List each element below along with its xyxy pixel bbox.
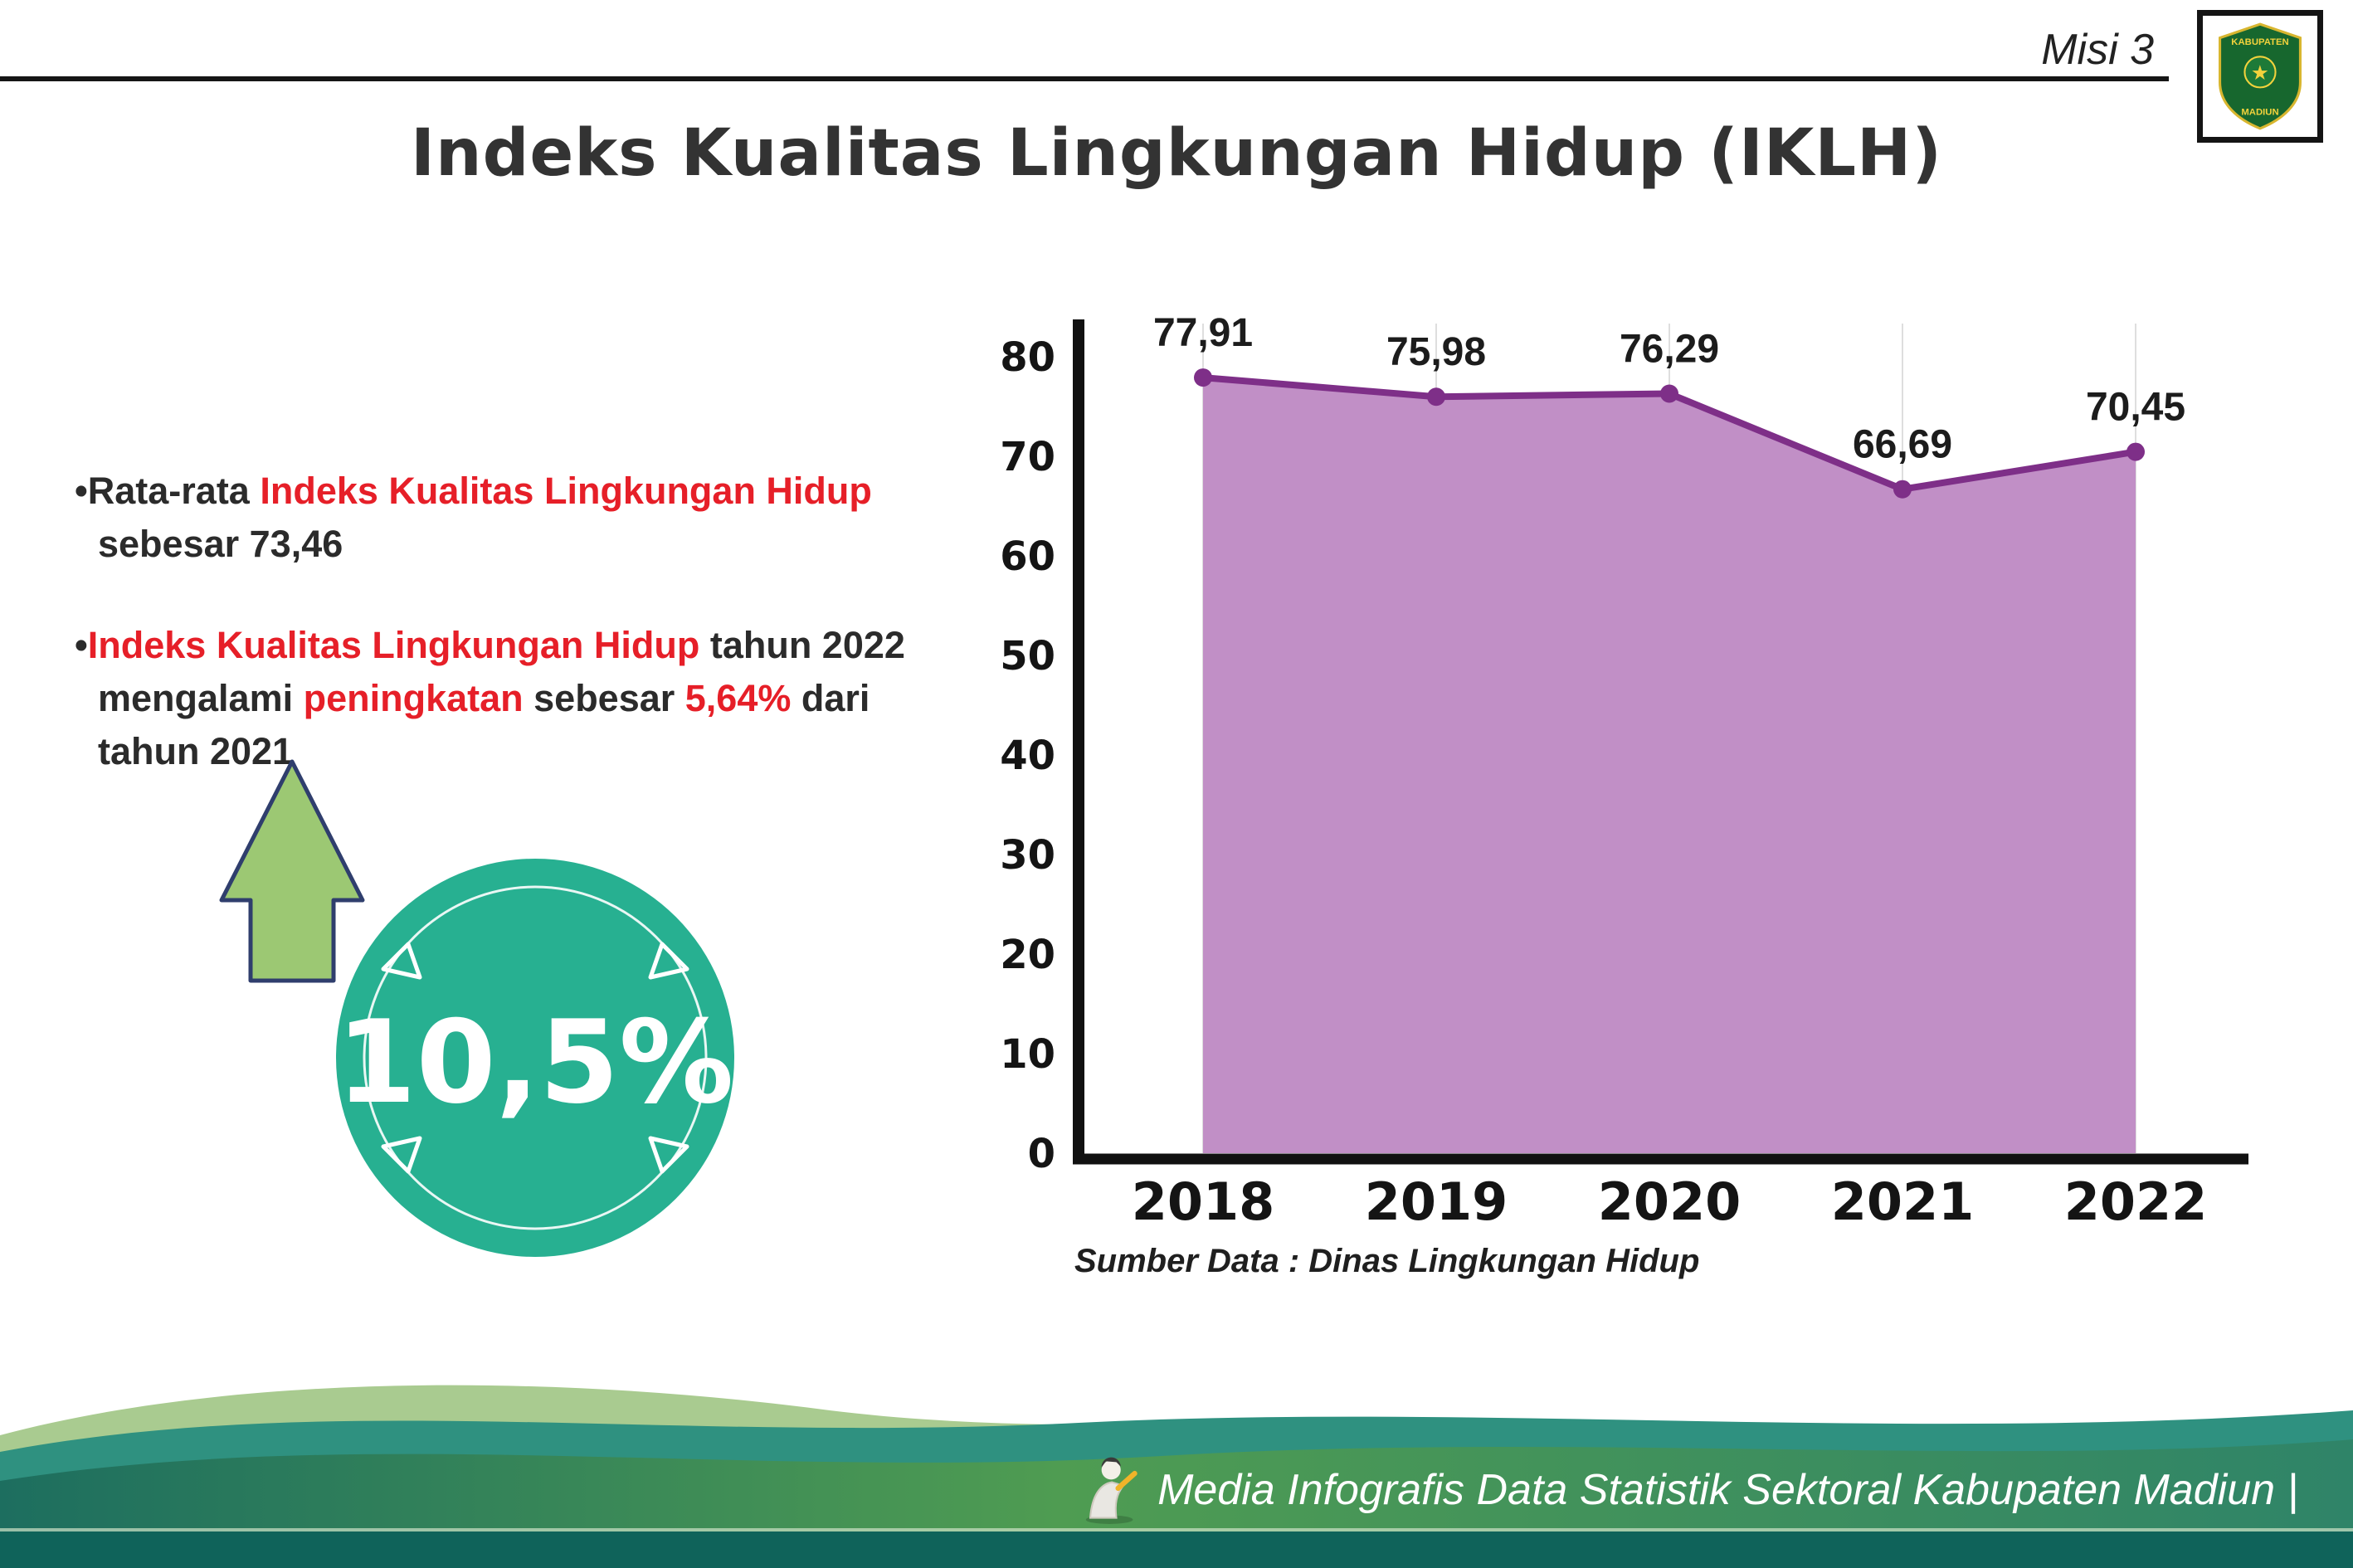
footer-caption-text: Media Infografis Data Statistik Sektoral… — [1157, 1466, 2298, 1514]
footer-divider — [0, 1528, 2353, 1531]
x-tick-label: 2021 — [1831, 1171, 1975, 1232]
bullet-marker: • — [75, 623, 88, 666]
header-rule — [0, 76, 2169, 81]
chart-source: Sumber Data : Dinas Lingkungan Hidup — [1074, 1243, 1700, 1279]
area-fill — [1203, 377, 2136, 1153]
data-point — [1194, 368, 1212, 387]
x-tick-label: 2018 — [1132, 1171, 1275, 1232]
y-tick-label: 0 — [1028, 1131, 1055, 1177]
iklh-chart-area: 77,91 2018 75,98 2019 76,29 2020 66,69 2021 70,4… — [954, 274, 2298, 1269]
data-point — [2126, 442, 2145, 461]
misi-label: Misi 3 — [2041, 26, 2154, 74]
logo-star-icon: ★ — [2251, 62, 2269, 85]
footer-caption: Media Infografis Data Statistik Sektoral… — [1073, 1455, 2298, 1525]
badge-triangle-icon — [648, 942, 689, 980]
logo-frame: KABUPATEN ★ MADIUN — [2197, 10, 2323, 143]
value-label: 76,29 — [1620, 328, 1719, 372]
x-tick-label: 2019 — [1365, 1171, 1508, 1232]
increase-badge: 10,5% — [191, 747, 805, 1278]
bullet-text-segment: sebesar — [523, 676, 685, 719]
increase-badge-graphic: 10,5% — [219, 759, 734, 1257]
y-tick-label: 10 — [1000, 1031, 1055, 1078]
value-label: 77,91 — [1153, 311, 1253, 355]
bullet-text-segment: dari tahun 2021 — [98, 676, 870, 772]
data-point — [1660, 384, 1678, 403]
up-arrow-icon — [219, 759, 365, 983]
mascot-icon — [1085, 1457, 1138, 1524]
bullet-text-segment: Rata-rata — [87, 470, 261, 512]
badge-value: 10,5% — [337, 996, 734, 1129]
badge-triangle-icon — [648, 1136, 689, 1174]
kabupaten-madiun-logo: KABUPATEN ★ MADIUN — [2219, 22, 2302, 130]
bullet-increase: •Indeks Kualitas Lingkungan Hidup tahun … — [75, 619, 929, 778]
badge-triangle-icon — [381, 942, 422, 980]
y-tick-label: 20 — [1000, 932, 1055, 978]
bullet-text-highlight: 5,64% — [684, 676, 792, 719]
bullet-text-highlight: peningkatan — [303, 676, 524, 719]
value-label: 70,45 — [2086, 386, 2185, 430]
y-tick-label: 80 — [1000, 334, 1055, 381]
bullet-text-highlight: Indeks Kualitas Lingkungan Hidup — [260, 470, 872, 512]
data-point — [1427, 387, 1445, 407]
footer-strip — [0, 1531, 2353, 1568]
bullet-marker: • — [75, 470, 88, 512]
bullet-average: •Rata-rata Indeks Kualitas Lingkungan Hi… — [75, 465, 929, 571]
value-label: 75,98 — [1386, 330, 1486, 374]
y-tick-label: 70 — [1000, 434, 1055, 480]
logo-text-bottom: MADIUN — [2241, 107, 2278, 117]
y-tick-label: 30 — [1000, 832, 1055, 879]
x-tick-label: 2020 — [1598, 1171, 1742, 1232]
bullet-text-segment: sebesar 73,46 — [98, 522, 343, 565]
data-point — [1893, 480, 1912, 499]
y-tick-label: 60 — [1000, 533, 1055, 580]
value-label: 66,69 — [1853, 423, 1952, 467]
bullet-text-segment: tahun 2022 mengalami — [98, 623, 905, 719]
badge-circle — [336, 859, 734, 1257]
footer-waves — [0, 1385, 2353, 1568]
iklh-area-chart: 77,91 2018 75,98 2019 76,29 2020 66,69 2021 70,4… — [1000, 311, 2248, 1232]
badge-triangle-icon — [381, 1136, 422, 1174]
y-tick-label: 50 — [1000, 633, 1055, 679]
x-tick-label: 2022 — [2064, 1171, 2208, 1232]
logo-text-top: KABUPATEN — [2231, 37, 2288, 47]
page-title: Indeks Kualitas Lingkungan Hidup (IKLH) — [411, 116, 1942, 191]
badge-inner-ring — [363, 885, 708, 1230]
summary-bullets: •Rata-rata Indeks Kualitas Lingkungan Hi… — [75, 465, 929, 777]
y-tick-label: 40 — [1000, 733, 1055, 779]
logo-emblem — [2243, 56, 2277, 89]
bullet-text-highlight: Indeks Kualitas Lingkungan Hidup — [87, 623, 700, 666]
